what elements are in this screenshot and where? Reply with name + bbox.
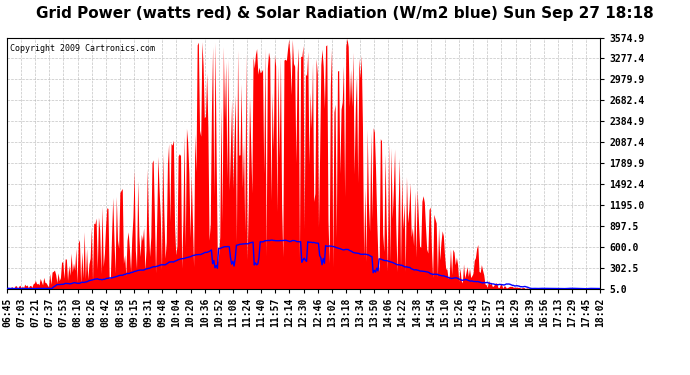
Text: Grid Power (watts red) & Solar Radiation (W/m2 blue) Sun Sep 27 18:18: Grid Power (watts red) & Solar Radiation… (36, 6, 654, 21)
Text: Copyright 2009 Cartronics.com: Copyright 2009 Cartronics.com (10, 44, 155, 53)
